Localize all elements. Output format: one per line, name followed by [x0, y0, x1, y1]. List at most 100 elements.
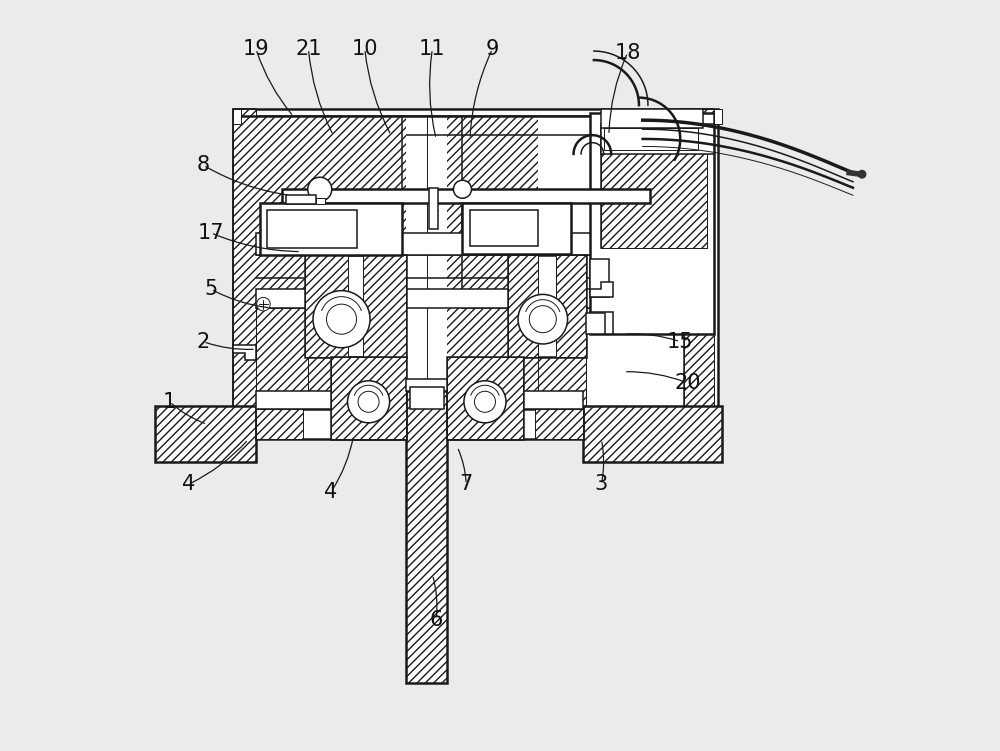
Bar: [601, 128, 707, 248]
Bar: [305, 255, 348, 357]
Bar: [684, 109, 714, 424]
Text: 8: 8: [197, 155, 210, 175]
Bar: [256, 409, 303, 439]
Bar: [508, 255, 538, 357]
Bar: [305, 255, 406, 357]
Text: 6: 6: [429, 610, 443, 629]
Bar: [538, 308, 586, 424]
Bar: [256, 289, 684, 308]
Text: 17: 17: [198, 223, 224, 243]
Bar: [155, 406, 256, 462]
Bar: [256, 391, 583, 409]
Bar: [556, 255, 586, 357]
Bar: [535, 409, 583, 439]
Bar: [447, 116, 538, 424]
Circle shape: [453, 180, 471, 198]
Bar: [508, 255, 538, 357]
Polygon shape: [256, 116, 406, 424]
Text: 3: 3: [595, 475, 608, 494]
Bar: [684, 109, 714, 424]
Bar: [583, 406, 722, 462]
Bar: [601, 128, 707, 248]
Polygon shape: [233, 345, 256, 360]
Circle shape: [474, 391, 495, 412]
Bar: [604, 128, 698, 150]
Bar: [462, 203, 571, 254]
Bar: [256, 308, 308, 424]
Bar: [601, 109, 703, 128]
Bar: [155, 406, 256, 462]
Circle shape: [518, 294, 568, 344]
Bar: [684, 109, 714, 424]
Bar: [590, 259, 609, 297]
Text: 19: 19: [243, 39, 269, 59]
Bar: [256, 409, 303, 439]
Bar: [406, 379, 447, 391]
Text: 2: 2: [197, 332, 210, 351]
Bar: [331, 357, 406, 439]
Text: 20: 20: [674, 373, 701, 393]
Circle shape: [327, 304, 357, 334]
Bar: [556, 255, 586, 357]
Bar: [406, 391, 447, 683]
Bar: [363, 255, 406, 357]
Bar: [316, 198, 325, 204]
Polygon shape: [590, 282, 613, 297]
Bar: [583, 406, 722, 462]
Text: 4: 4: [182, 475, 195, 494]
Circle shape: [529, 306, 556, 333]
Circle shape: [348, 381, 390, 423]
Bar: [538, 308, 586, 424]
Bar: [601, 124, 714, 154]
Bar: [305, 255, 348, 357]
Bar: [282, 189, 650, 203]
Text: 11: 11: [419, 39, 446, 59]
Bar: [256, 233, 684, 255]
Bar: [410, 387, 444, 409]
Bar: [447, 357, 523, 439]
Text: 5: 5: [204, 279, 217, 299]
Text: 15: 15: [667, 332, 693, 351]
Bar: [260, 203, 402, 255]
Bar: [331, 357, 406, 439]
Bar: [256, 308, 308, 424]
Circle shape: [313, 291, 370, 348]
Circle shape: [308, 177, 332, 201]
Bar: [583, 406, 722, 462]
Bar: [429, 188, 438, 229]
Text: 7: 7: [460, 475, 473, 494]
Bar: [256, 116, 406, 424]
Bar: [233, 109, 256, 424]
Text: 10: 10: [352, 39, 378, 59]
Bar: [535, 409, 583, 439]
Bar: [714, 109, 722, 124]
Bar: [590, 113, 714, 334]
Bar: [233, 109, 256, 424]
Bar: [331, 357, 406, 439]
Bar: [586, 313, 605, 334]
Circle shape: [257, 297, 270, 311]
Bar: [447, 357, 523, 439]
Bar: [508, 255, 586, 357]
Text: 21: 21: [295, 39, 322, 59]
Bar: [233, 109, 718, 424]
Bar: [233, 109, 241, 124]
Text: 1: 1: [163, 392, 176, 412]
Text: 4: 4: [324, 482, 338, 502]
Circle shape: [358, 391, 379, 412]
Circle shape: [858, 170, 866, 178]
Bar: [406, 391, 447, 683]
Bar: [286, 195, 316, 204]
Bar: [267, 210, 357, 248]
Bar: [470, 210, 538, 246]
Text: 9: 9: [486, 39, 499, 59]
Circle shape: [464, 381, 506, 423]
Bar: [601, 128, 707, 248]
Bar: [363, 255, 406, 357]
Bar: [590, 312, 613, 334]
Bar: [241, 116, 710, 135]
Bar: [155, 406, 256, 462]
Bar: [447, 357, 523, 439]
Bar: [233, 109, 256, 424]
Text: 18: 18: [614, 43, 641, 62]
